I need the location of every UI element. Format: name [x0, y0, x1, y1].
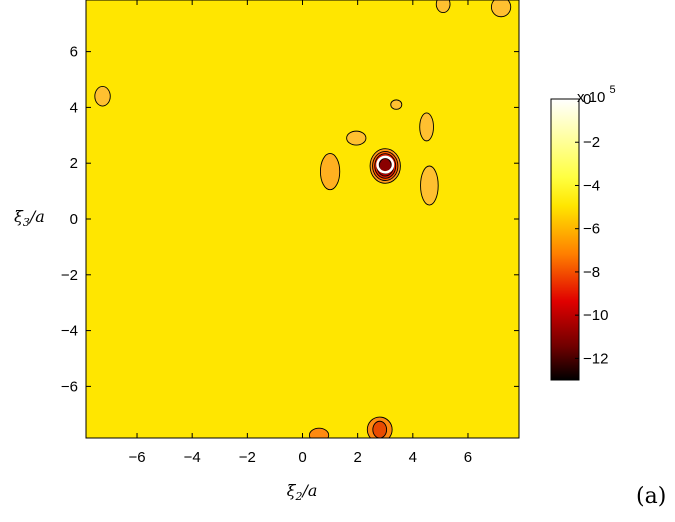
panel-label: (a)	[636, 484, 666, 509]
x-axis-label: ξ2/a	[287, 481, 318, 503]
top-lobe-b-level-1	[490, 0, 512, 18]
y-tick-label: 4	[70, 99, 78, 116]
x-tick-label: 0	[298, 449, 306, 466]
upper-left-lobe-level-1	[346, 130, 367, 146]
plot-area	[86, 0, 519, 438]
y-tick-label: −6	[61, 378, 78, 395]
x-tick-label: −6	[128, 449, 145, 466]
x-tick-label: 6	[464, 449, 472, 466]
y-tick-label: 6	[70, 44, 78, 61]
y-tick-label: −2	[61, 267, 78, 284]
x-tick-label: −4	[184, 449, 201, 466]
colorbar-tick-label: −4	[583, 177, 600, 194]
x-tick-label: 4	[409, 449, 417, 466]
colorbar	[550, 98, 580, 381]
right-arm-level-1	[420, 165, 439, 206]
top-lobe-a-level-1	[435, 0, 451, 14]
x-tick-label: −2	[239, 449, 256, 466]
bottom-lobe-a-level-1	[308, 427, 330, 438]
marker-circle	[376, 155, 395, 174]
left-edge-lobe-level-1	[94, 86, 111, 107]
colorbar-ticks: 0 −2 −4 −6 −8 −10 −12	[575, 91, 608, 367]
x-tick-label: 2	[353, 449, 361, 466]
y-axis-label: ξ3/a	[14, 207, 45, 229]
y-tick-label: 0	[70, 211, 78, 228]
colorbar-multiplier: x 10 5	[577, 84, 616, 106]
x-axis: −6 −4 −2 0 2 4 6	[128, 0, 472, 466]
small-lobe-level-1	[390, 99, 403, 110]
colorbar-tick-label: −8	[583, 264, 600, 281]
bottom-lobe-b-level-2	[372, 420, 388, 438]
colorbar-tick-label: 0	[583, 91, 591, 108]
left-lobe-level-1	[319, 152, 341, 191]
y-tick-label: 2	[70, 155, 78, 172]
colorbar-tick-label: −12	[583, 350, 608, 367]
marker-layer	[376, 155, 395, 174]
y-axis: −6 −4 −2 0 2 4 6	[61, 44, 519, 395]
colorbar-tick-label: −6	[583, 221, 600, 238]
upper-right-lobe-level-1	[419, 112, 434, 142]
colorbar-tick-label: −2	[583, 134, 600, 151]
y-tick-label: −4	[61, 323, 78, 340]
colorbar-tick-label: −10	[583, 307, 608, 324]
